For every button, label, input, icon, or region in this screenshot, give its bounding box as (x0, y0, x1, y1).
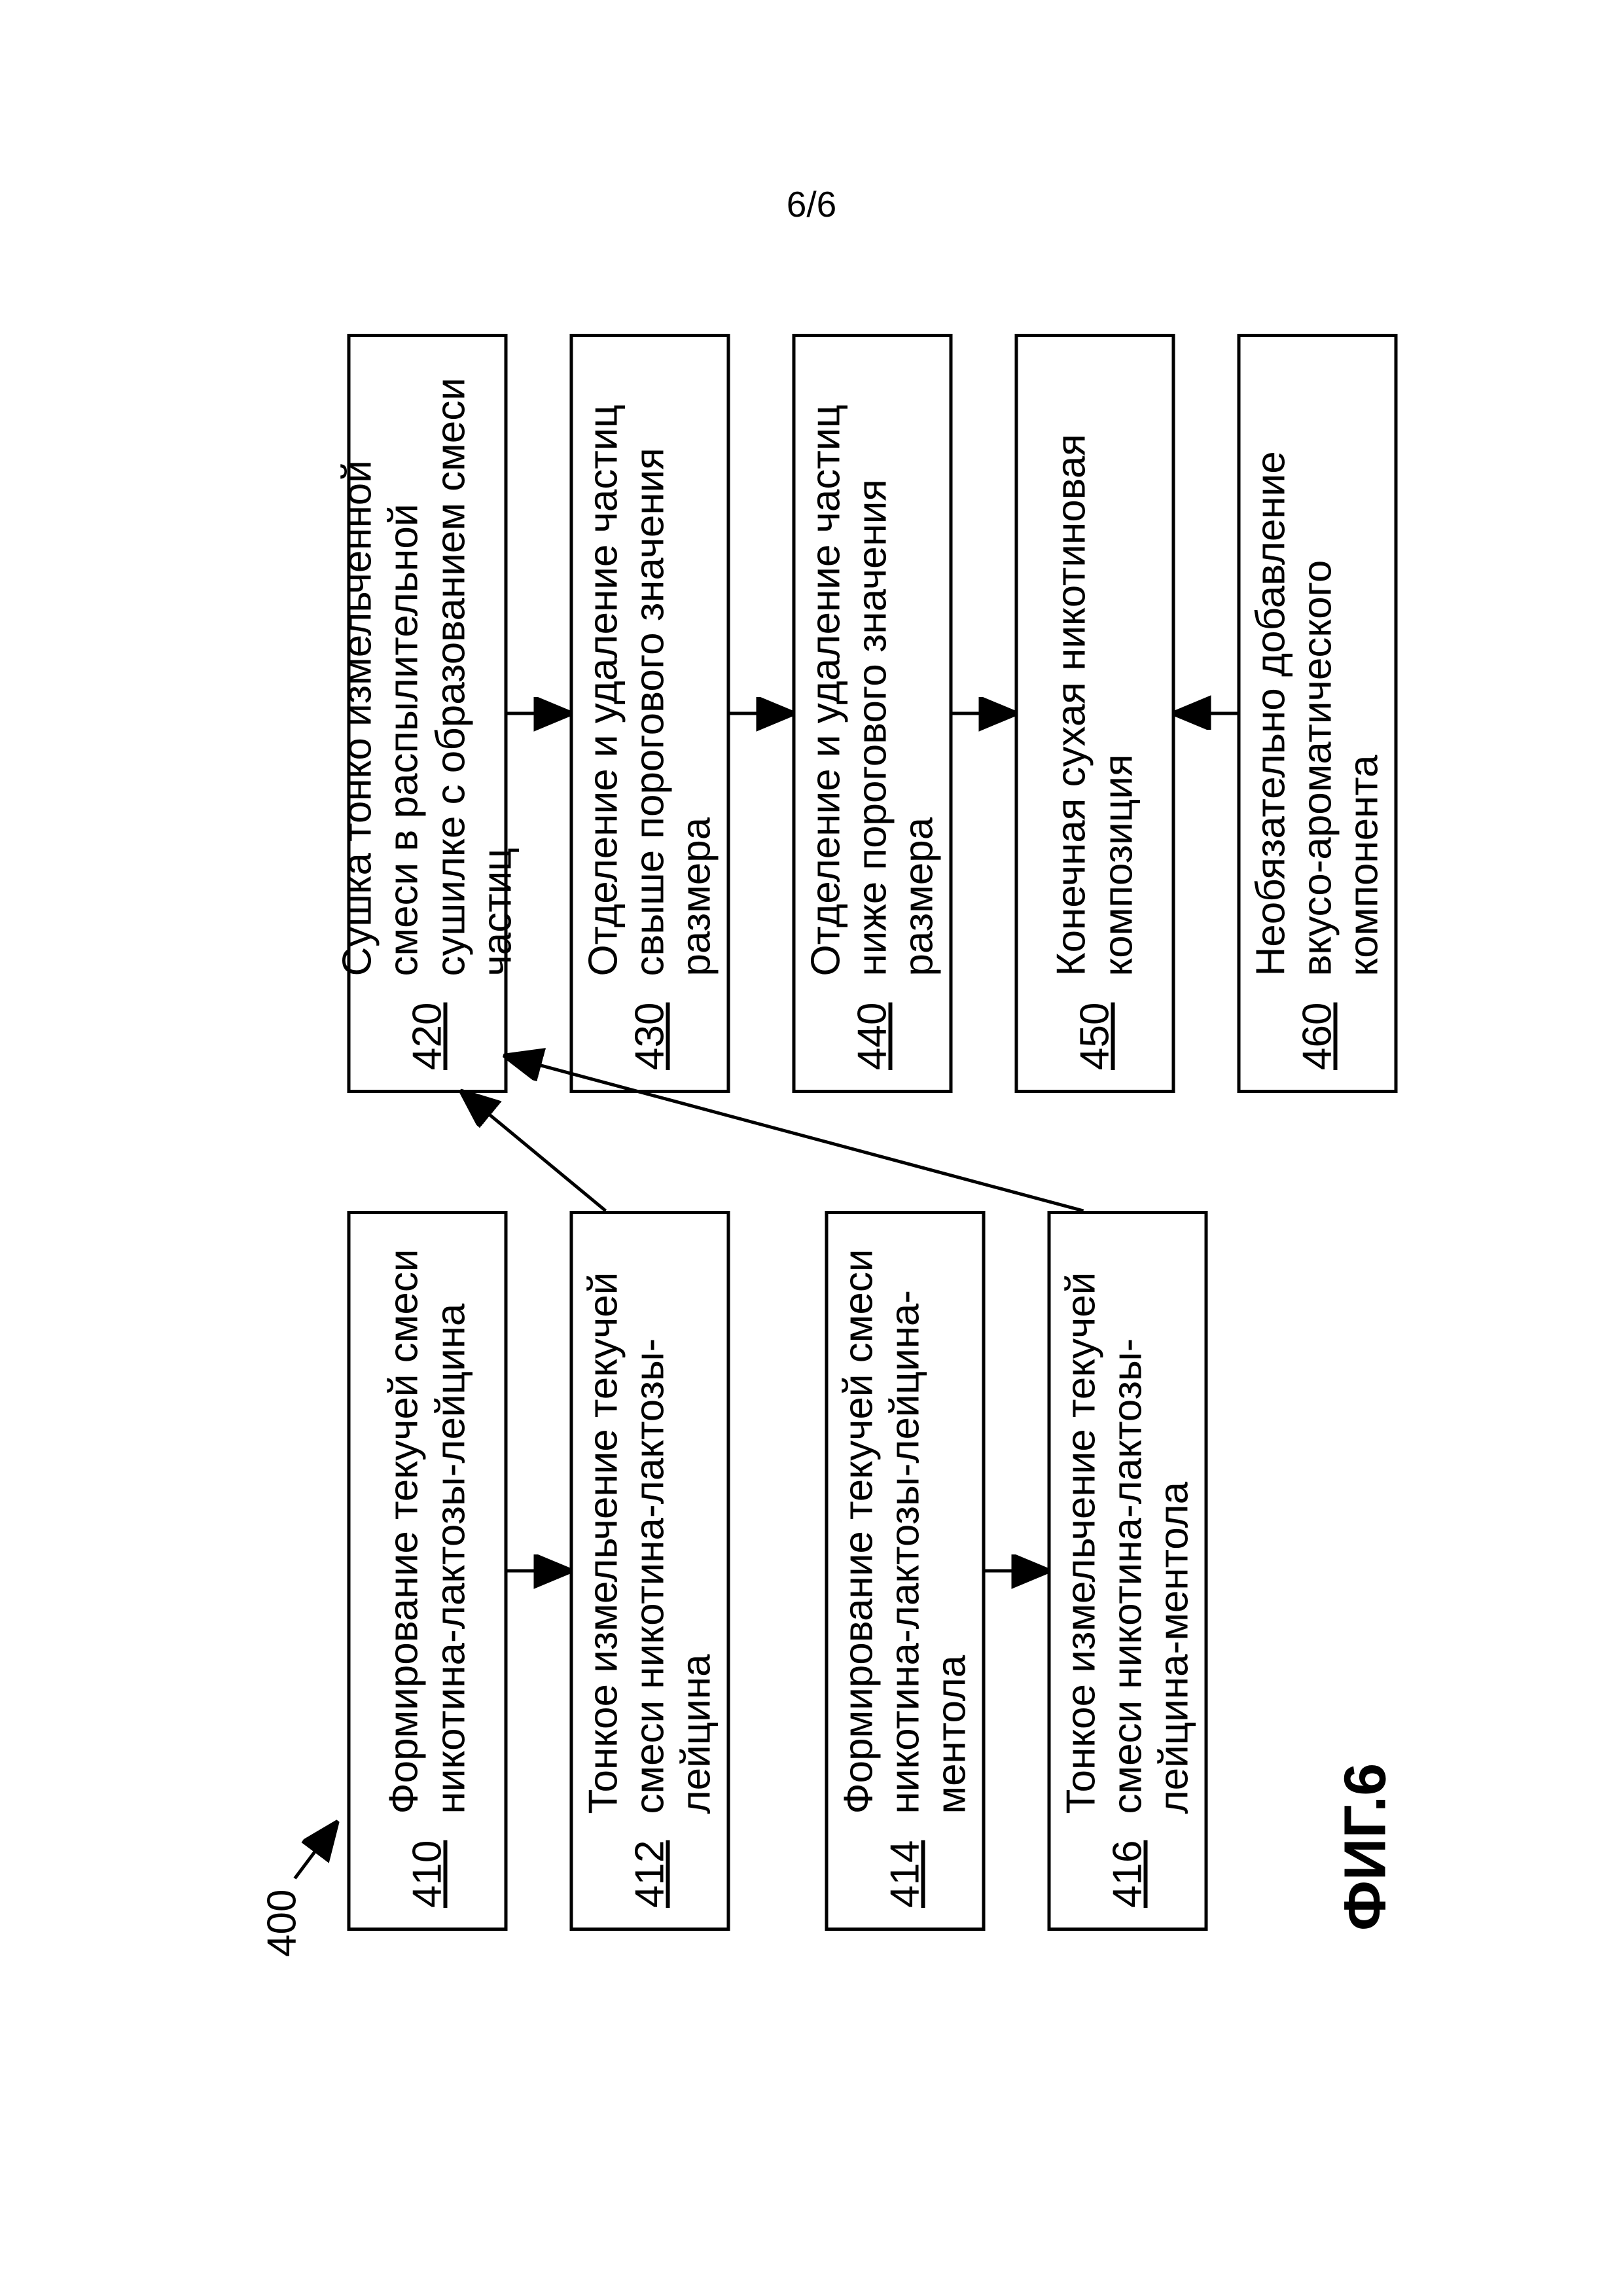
page-number: 6/6 (787, 183, 836, 225)
diagram-container: 400 410 Формирование текучей смеси никот… (236, 281, 1436, 2022)
diagram-rotated: 400 410 Формирование текучей смеси никот… (236, 281, 1436, 2022)
arrows-svg (236, 281, 1436, 2022)
